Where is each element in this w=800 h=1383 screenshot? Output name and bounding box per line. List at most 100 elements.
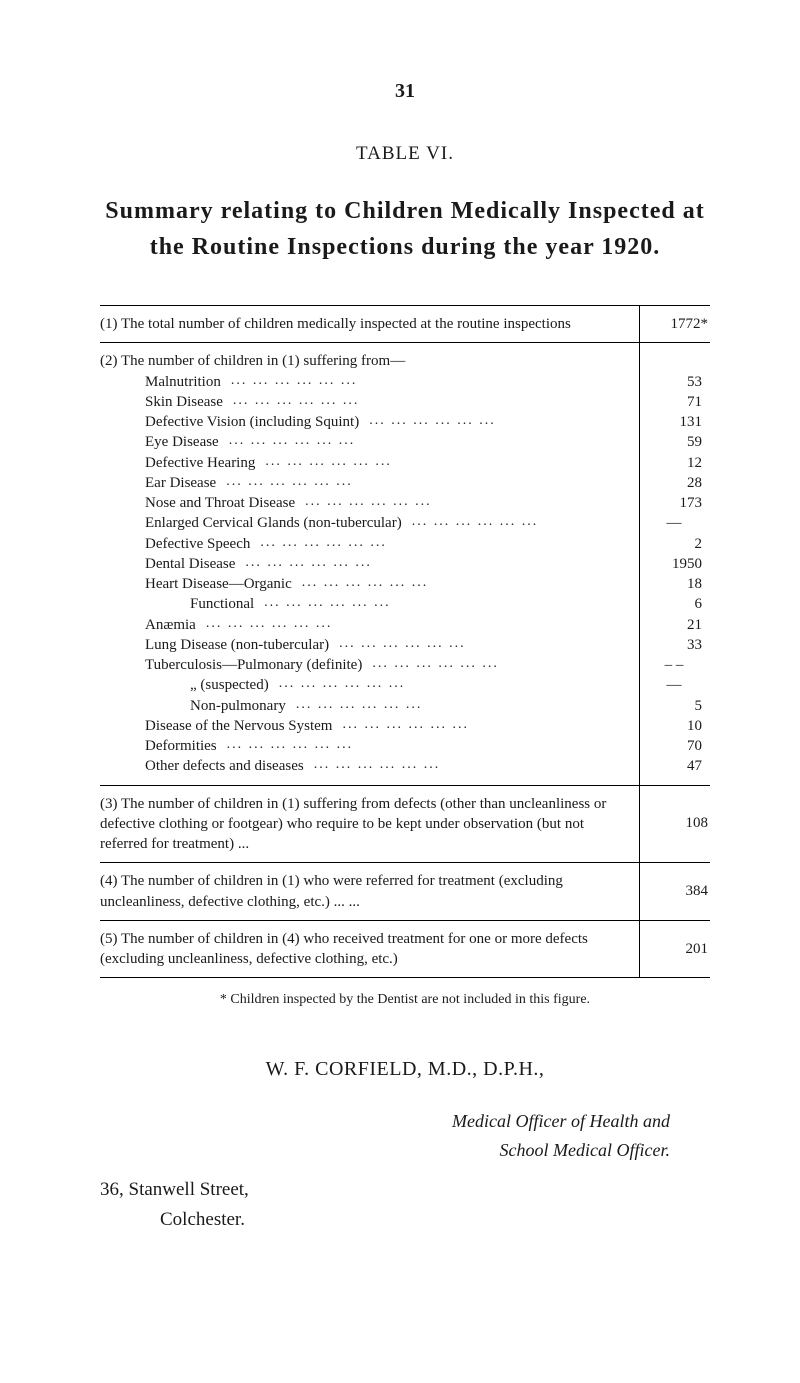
section-2-body: (2) The number of children in (1) suffer…	[100, 343, 640, 784]
signature-name: W. F. CORFIELD, M.D., D.P.H.,	[100, 1058, 710, 1081]
row-label: Nose and Throat Disease	[145, 493, 295, 513]
section-5-value: 201	[640, 921, 710, 978]
row-value: 71	[646, 392, 702, 412]
row-indent	[100, 736, 145, 756]
section-1-text: (1) The total number of children medical…	[100, 306, 640, 342]
row-label: Enlarged Cervical Glands (non-tubercular…	[145, 513, 402, 533]
leader-dots	[304, 756, 633, 776]
row-label: „ (suspected)	[190, 675, 269, 695]
row-indent	[100, 453, 145, 473]
row-value: 2	[646, 534, 702, 554]
row-indent	[100, 513, 145, 533]
table-row: Eye Disease	[100, 432, 633, 452]
table-row: Tuberculosis—Pulmonary (definite)	[100, 655, 633, 675]
section-5-text: (5) The number of children in (4) who re…	[100, 921, 640, 978]
section-2: (2) The number of children in (1) suffer…	[100, 342, 710, 784]
row-label: Tuberculosis—Pulmonary (definite)	[145, 655, 362, 675]
section-4-text: (4) The number of children in (1) who we…	[100, 863, 640, 920]
row-value: 59	[646, 432, 702, 452]
table-row: Deformities	[100, 736, 633, 756]
section-4: (4) The number of children in (1) who we…	[100, 862, 710, 920]
section-1-value: 1772*	[640, 306, 710, 342]
leader-dots	[219, 432, 633, 452]
section-2-values: 5371131591228173—219501862133– –—5107047	[640, 343, 710, 784]
table-row: Disease of the Nervous System	[100, 716, 633, 736]
row-label: Defective Vision (including Squint)	[145, 412, 359, 432]
row-label: Anæmia	[145, 615, 196, 635]
leader-dots	[329, 635, 633, 655]
row-indent	[100, 716, 145, 736]
table-row: Ear Disease	[100, 473, 633, 493]
row-indent	[100, 372, 145, 392]
footnote: * Children inspected by the Dentist are …	[100, 992, 710, 1008]
section-3: (3) The number of children in (1) suffer…	[100, 785, 710, 863]
leader-dots	[216, 473, 633, 493]
page-number: 31	[100, 80, 710, 103]
table-row: Functional	[100, 594, 633, 614]
table-row: Defective Vision (including Squint)	[100, 412, 633, 432]
section-2-header: (2) The number of children in (1) suffer…	[100, 351, 633, 371]
row-indent	[100, 473, 145, 493]
row-indent	[100, 756, 145, 776]
row-indent	[100, 432, 145, 452]
row-label: Non-pulmonary	[190, 696, 286, 716]
row-value: 21	[646, 615, 702, 635]
row-value: – –	[646, 655, 702, 675]
row-value: —	[646, 675, 702, 695]
row-value: 131	[646, 412, 702, 432]
leader-dots	[292, 574, 633, 594]
table-row: Dental Disease	[100, 554, 633, 574]
row-indent	[100, 635, 145, 655]
table-row: Other defects and diseases	[100, 756, 633, 776]
row-value: —	[646, 513, 702, 533]
signature-role-line-2: School Medical Officer.	[100, 1136, 670, 1165]
leader-dots	[286, 696, 633, 716]
row-indent	[100, 655, 145, 675]
section-4-value: 384	[640, 863, 710, 920]
row-indent	[100, 675, 190, 695]
row-label: Other defects and diseases	[145, 756, 304, 776]
row-label: Disease of the Nervous System	[145, 716, 332, 736]
leader-dots	[217, 736, 633, 756]
leader-dots	[402, 513, 633, 533]
section-3-text: (3) The number of children in (1) suffer…	[100, 786, 640, 863]
address: 36, Stanwell Street, Colchester.	[100, 1175, 710, 1236]
row-indent	[100, 696, 190, 716]
table-row: Defective Hearing	[100, 453, 633, 473]
address-line-1: 36, Stanwell Street,	[100, 1175, 710, 1205]
row-indent	[100, 554, 145, 574]
row-label: Malnutrition	[145, 372, 221, 392]
table-row: „ (suspected)	[100, 675, 633, 695]
leader-dots	[362, 655, 633, 675]
row-value: 5	[646, 696, 702, 716]
row-label: Functional	[190, 594, 254, 614]
leader-dots	[221, 372, 633, 392]
leader-dots	[269, 675, 633, 695]
row-label: Lung Disease (non-tubercular)	[145, 635, 329, 655]
row-label: Ear Disease	[145, 473, 216, 493]
leader-dots	[196, 615, 633, 635]
row-value: 70	[646, 736, 702, 756]
leader-dots	[359, 412, 633, 432]
table-row: Anæmia	[100, 615, 633, 635]
table-row: Non-pulmonary	[100, 696, 633, 716]
row-value: 10	[646, 716, 702, 736]
table-row: Nose and Throat Disease	[100, 493, 633, 513]
row-indent	[100, 493, 145, 513]
leader-dots	[223, 392, 633, 412]
row-indent	[100, 534, 145, 554]
row-value: 173	[646, 493, 702, 513]
leader-dots	[254, 594, 633, 614]
leader-dots	[332, 716, 633, 736]
row-label: Defective Hearing	[145, 453, 255, 473]
address-line-2: Colchester.	[100, 1205, 710, 1235]
table-label: TABLE VI.	[100, 143, 710, 165]
row-indent	[100, 412, 145, 432]
row-value: 6	[646, 594, 702, 614]
row-indent	[100, 392, 145, 412]
row-value: 12	[646, 453, 702, 473]
signature-role-line-1: Medical Officer of Health and	[100, 1107, 670, 1136]
row-label: Deformities	[145, 736, 217, 756]
row-value: 28	[646, 473, 702, 493]
row-indent	[100, 574, 145, 594]
